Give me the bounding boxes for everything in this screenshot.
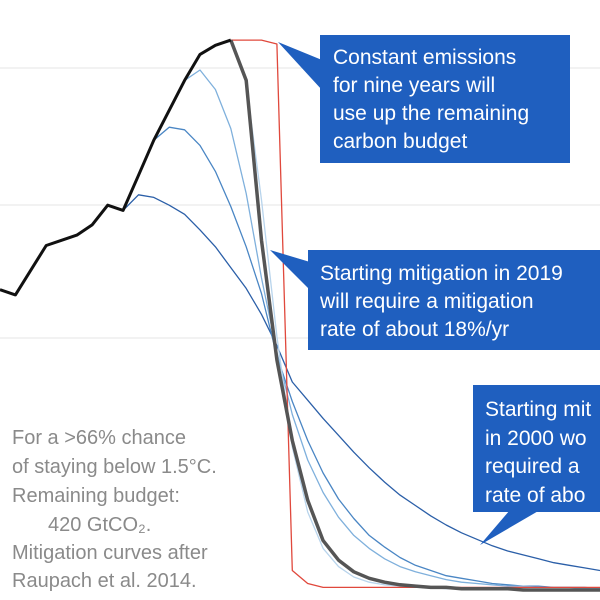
callout-box xyxy=(473,385,600,512)
callout-text: carbon budget xyxy=(333,130,467,153)
pointer xyxy=(480,510,540,545)
callout-text: use up the remaining xyxy=(333,102,529,125)
lines xyxy=(0,38,600,592)
pointer xyxy=(270,250,310,290)
series-line xyxy=(229,39,600,592)
note-text: of staying below 1.5°C. xyxy=(12,456,217,478)
pointer xyxy=(278,42,322,90)
callout-box xyxy=(320,35,570,163)
series-line xyxy=(122,194,600,572)
note: For a >66% chance of staying below 1.5°C… xyxy=(12,427,217,592)
callout-text: Starting mit xyxy=(485,398,591,421)
callout-text: in 2000 wo xyxy=(485,427,587,450)
callout-text: for nine years will xyxy=(333,74,495,97)
note-text: For a >66% chance xyxy=(12,427,186,449)
callout-text: rate of about 18%/yr xyxy=(320,318,509,341)
callout-1: Constant emissions for nine years will u… xyxy=(278,35,570,163)
series-line xyxy=(0,38,232,297)
callout-text: required a xyxy=(485,455,580,478)
callout-2: Starting mitigation in 2019 will require… xyxy=(270,250,600,350)
callout-text: Constant emissions xyxy=(333,46,516,69)
callout-text: rate of abo xyxy=(485,484,585,507)
callout-box xyxy=(308,250,600,350)
series-line xyxy=(153,126,600,590)
note-text: Raupach et al. 2014. xyxy=(12,570,197,592)
note-text: Mitigation curves after xyxy=(12,542,208,564)
callout-text: Starting mitigation in 2019 xyxy=(320,262,563,285)
callout-text: will require a mitigation xyxy=(319,290,534,313)
callout-3: Starting mit in 2000 wo required a rate … xyxy=(473,385,600,545)
note-text: 420 GtCO₂. xyxy=(48,514,151,536)
note-text: Remaining budget: xyxy=(12,485,180,507)
